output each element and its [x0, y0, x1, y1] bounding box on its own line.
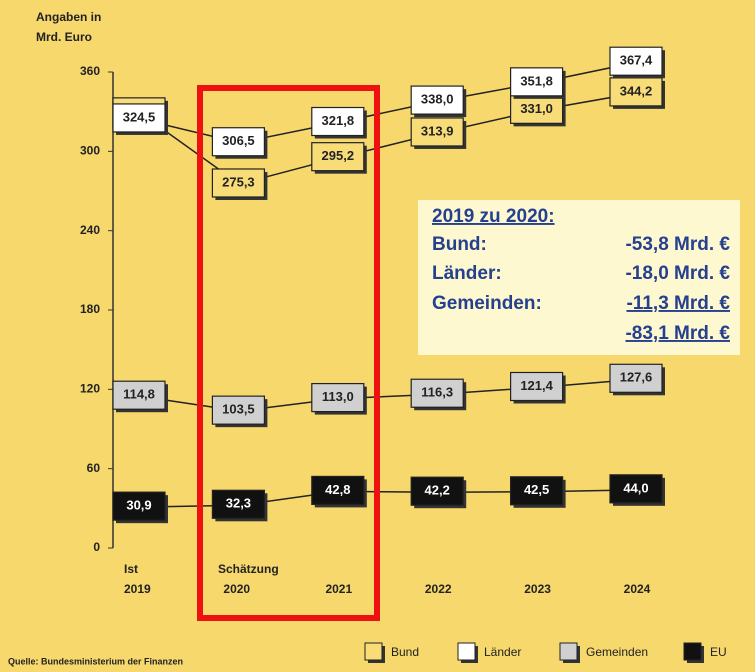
- value-label: 295,2: [322, 148, 355, 163]
- value-box: [609, 46, 663, 76]
- value-box: [410, 476, 464, 506]
- y-tick-label: 60: [87, 461, 101, 475]
- value-label: 42,2: [425, 483, 450, 498]
- value-label: 42,5: [524, 482, 549, 497]
- value-box: [609, 363, 663, 393]
- period-label: Schätzung: [218, 562, 279, 576]
- value-box: [211, 395, 265, 425]
- value-box: [410, 85, 464, 115]
- legend-swatch: [364, 642, 383, 661]
- value-label: 30,9: [126, 498, 151, 513]
- value-box: [311, 475, 365, 506]
- value-label: 313,9: [421, 123, 454, 138]
- source: Quelle: Bundesministerium der Finanzen: [8, 656, 183, 666]
- value-box: [410, 117, 464, 147]
- value-label: 121,4: [520, 378, 553, 393]
- value-box: [112, 380, 166, 410]
- annotation-value: -18,0 Mrd. €: [625, 263, 730, 284]
- value-label: 351,8: [520, 73, 553, 88]
- annotation-title: 2019 zu 2020:: [432, 206, 555, 227]
- value-box: [211, 127, 265, 157]
- legend-label: Bund: [391, 645, 419, 659]
- value-label: 331,0: [520, 101, 553, 116]
- marks: 0 60 120 180 240 300 360 2019 2020 2021 2022 2023 20…: [80, 46, 727, 663]
- legend-label: Gemeinden: [586, 645, 648, 659]
- period-label: Ist: [124, 562, 138, 576]
- highlight-frame: [197, 85, 380, 621]
- value-box: [410, 378, 464, 408]
- value-box: [609, 474, 663, 504]
- x-tick-label: 2022: [425, 582, 452, 596]
- value-box: [112, 491, 166, 521]
- value-label: 338,0: [421, 92, 454, 107]
- annotation-label: Gemeinden:: [432, 293, 542, 314]
- value-box: [609, 77, 663, 107]
- value-label: 116,3: [421, 385, 453, 400]
- value-box: [510, 371, 564, 402]
- value-label: 32,3: [226, 496, 251, 511]
- y-axis-label: Angaben in: [36, 10, 101, 24]
- value-label: 324,5: [123, 109, 156, 124]
- y-tick-label: 240: [80, 223, 100, 237]
- y-tick-label: 180: [80, 302, 100, 316]
- value-box: [211, 168, 265, 198]
- legend-label: Länder: [484, 645, 521, 659]
- x-tick-label: 2020: [223, 582, 250, 596]
- legend-label: EU: [710, 645, 727, 659]
- value-label: 344,2: [620, 83, 653, 98]
- legend-swatch: [683, 642, 702, 661]
- value-box: [311, 142, 365, 172]
- y-tick-label: 360: [80, 64, 100, 78]
- value-label: 42,8: [325, 482, 350, 497]
- value-box: [112, 103, 166, 133]
- value-label: 114,8: [123, 387, 155, 402]
- value-label: 103,5: [222, 402, 255, 417]
- value-box: [311, 106, 365, 137]
- value-label: 306,5: [222, 133, 255, 148]
- annotation-label: Bund:: [432, 234, 487, 255]
- value-label: 275,3: [222, 174, 255, 189]
- value-label: 113,0: [322, 389, 354, 404]
- value-label: 321,8: [322, 113, 355, 128]
- annotation-value: -53,8 Mrd. €: [625, 234, 730, 255]
- y-tick-label: 0: [93, 540, 100, 554]
- x-tick-label: 2023: [524, 582, 551, 596]
- annotation-label: Länder:: [432, 263, 502, 284]
- x-tick-label: 2019: [124, 582, 151, 596]
- y-tick-label: 300: [80, 144, 100, 158]
- value-box: [311, 382, 365, 413]
- y-axis-label: Mrd. Euro: [36, 30, 92, 44]
- value-label: 367,4: [620, 53, 653, 68]
- value-box: [510, 67, 564, 97]
- annotation-value: -11,3 Mrd. €: [627, 293, 731, 314]
- annotation-box: [418, 200, 740, 355]
- legend-swatch: [457, 642, 476, 661]
- value-label: 127,6: [620, 370, 653, 385]
- value-box: [510, 94, 564, 124]
- value-box: [510, 476, 564, 506]
- x-tick-label: 2021: [325, 582, 352, 596]
- value-label: 44,0: [623, 480, 648, 495]
- x-tick-label: 2024: [624, 582, 651, 596]
- annotation-total: -83,1 Mrd. €: [625, 323, 730, 344]
- value-box: [211, 489, 265, 519]
- legend-swatch: [559, 642, 578, 661]
- y-tick-label: 120: [80, 382, 100, 396]
